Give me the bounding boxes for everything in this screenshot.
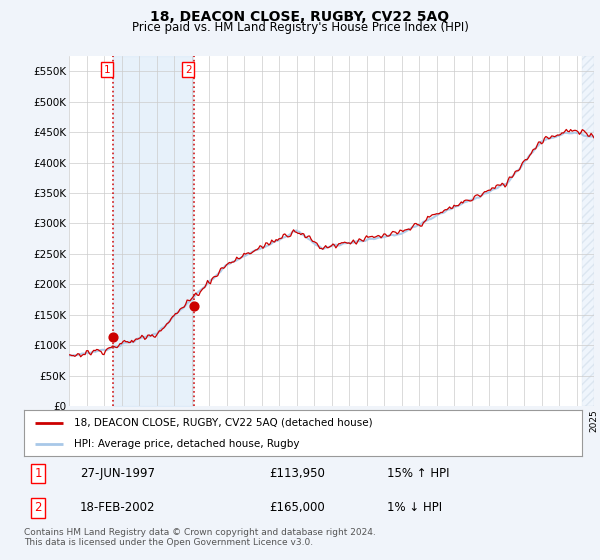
Text: £113,950: £113,950 <box>269 467 325 480</box>
Text: £165,000: £165,000 <box>269 501 325 514</box>
Point <box>108 332 118 341</box>
Text: 1: 1 <box>34 467 42 480</box>
Text: 15% ↑ HPI: 15% ↑ HPI <box>387 467 449 480</box>
Text: 18-FEB-2002: 18-FEB-2002 <box>80 501 155 514</box>
Text: 2: 2 <box>185 65 191 74</box>
Text: Contains HM Land Registry data © Crown copyright and database right 2024.
This d: Contains HM Land Registry data © Crown c… <box>24 528 376 547</box>
Text: HPI: Average price, detached house, Rugby: HPI: Average price, detached house, Rugb… <box>74 439 300 449</box>
Text: 2: 2 <box>34 501 42 514</box>
Text: Price paid vs. HM Land Registry's House Price Index (HPI): Price paid vs. HM Land Registry's House … <box>131 21 469 34</box>
Text: 1: 1 <box>104 65 110 74</box>
Text: 18, DEACON CLOSE, RUGBY, CV22 5AQ: 18, DEACON CLOSE, RUGBY, CV22 5AQ <box>151 10 449 24</box>
Text: 18, DEACON CLOSE, RUGBY, CV22 5AQ (detached house): 18, DEACON CLOSE, RUGBY, CV22 5AQ (detac… <box>74 418 373 428</box>
Point <box>189 301 199 310</box>
Text: 1% ↓ HPI: 1% ↓ HPI <box>387 501 442 514</box>
Text: 27-JUN-1997: 27-JUN-1997 <box>80 467 155 480</box>
